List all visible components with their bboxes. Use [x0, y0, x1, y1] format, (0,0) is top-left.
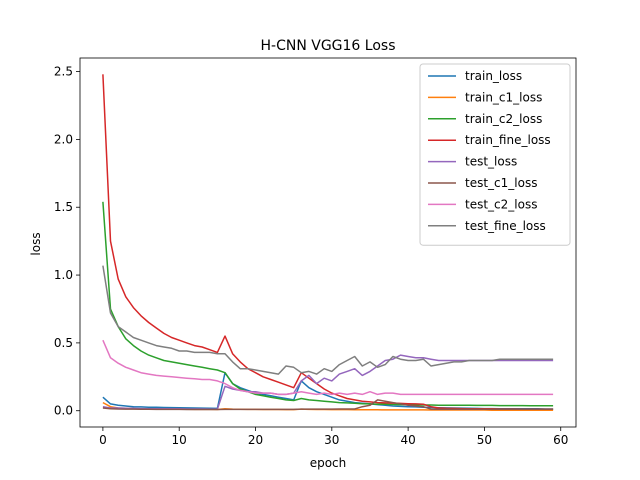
x-tick-label: 10: [172, 433, 187, 447]
y-axis-label: loss: [29, 232, 43, 255]
chart-title: H-CNN VGG16 Loss: [261, 38, 396, 54]
x-tick-label: 40: [400, 433, 415, 447]
plot-area: 0 10 20 30 40 50 60 0.0 0.5 1.0 1.5 2.0 2.5: [54, 57, 577, 447]
y-tick-label: 0.5: [54, 336, 73, 350]
y-tick-label: 2.5: [54, 65, 73, 79]
y-tick-label: 1.5: [54, 200, 73, 214]
legend-label-test_fine_loss: test_fine_loss: [465, 219, 546, 233]
series-line-test_c1_loss: [102, 399, 554, 411]
legend-label-train_loss: train_loss: [465, 69, 522, 83]
legend-label-train_fine_loss: train_fine_loss: [465, 133, 551, 147]
x-tick-label: 20: [248, 433, 263, 447]
legend-label-test_c2_loss: test_c2_loss: [465, 197, 537, 211]
y-tick-label: 0.0: [54, 404, 73, 418]
y-tick-label: 2.0: [54, 132, 73, 146]
x-axis-label: epoch: [310, 456, 347, 470]
legend-label-train_c2_loss: train_c2_loss: [465, 112, 542, 126]
series-line-test_c2_loss: [102, 339, 554, 396]
legend: train_loss train_c1_loss train_c2_losstrai…: [419, 63, 571, 246]
legend-label-test_loss: test_loss: [465, 155, 517, 169]
legend-box: [419, 63, 571, 246]
series-line-test_fine_loss: [102, 265, 554, 375]
legend-label-test_c1_loss: test_c1_loss: [465, 176, 537, 190]
x-tick-label: 60: [553, 433, 568, 447]
legend-label-train_c1_loss: train_c1_loss: [465, 90, 542, 104]
x-tick-label: 30: [324, 433, 339, 447]
x-tick-label: 50: [477, 433, 492, 447]
y-tick-label: 1.0: [54, 268, 73, 282]
x-tick-label: 0: [99, 433, 107, 447]
series-line-train_c2_loss: [102, 201, 554, 407]
axes-frame: [79, 57, 577, 428]
